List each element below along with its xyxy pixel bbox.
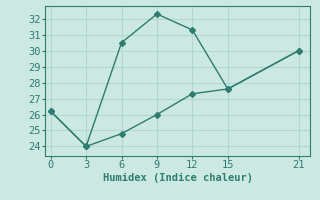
X-axis label: Humidex (Indice chaleur): Humidex (Indice chaleur): [103, 173, 252, 183]
